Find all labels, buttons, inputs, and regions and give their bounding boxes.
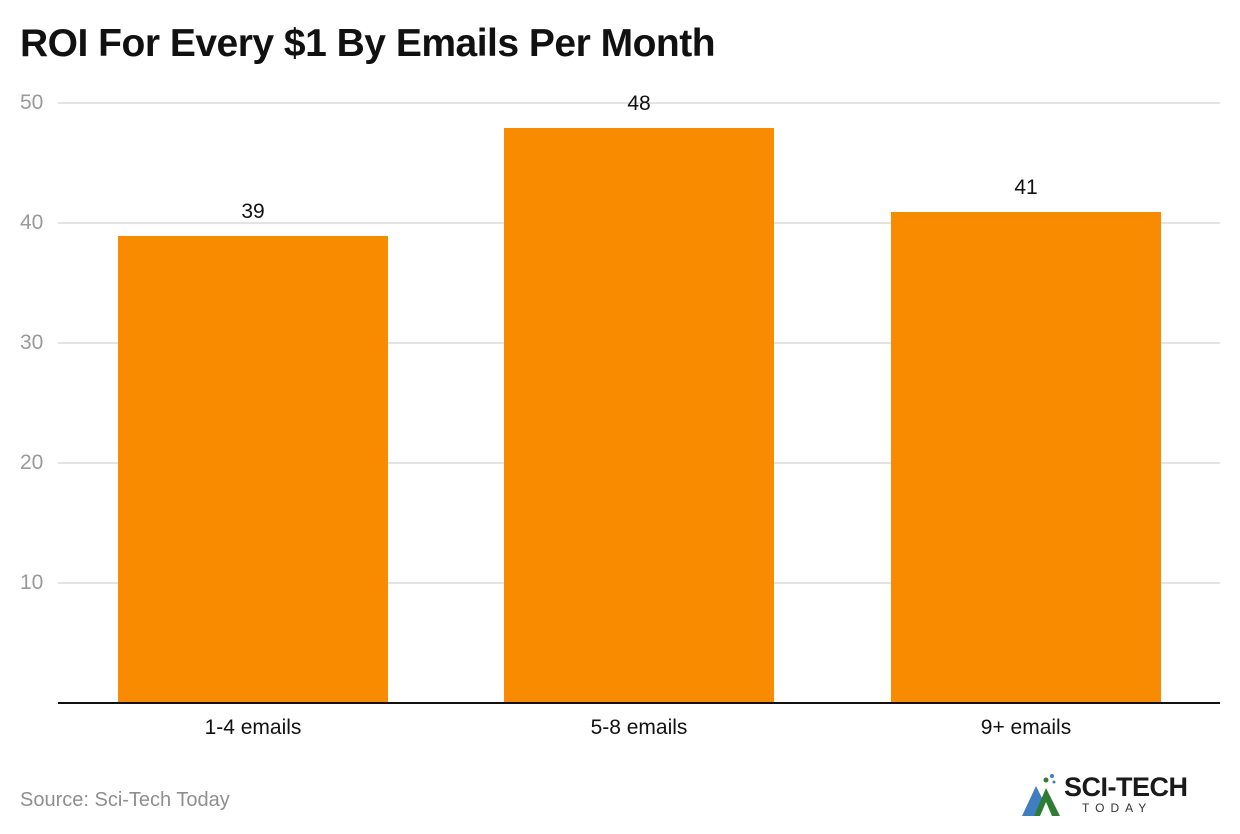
x-tick-label: 5-8 emails: [590, 716, 688, 739]
y-tick-label: 20: [20, 451, 44, 474]
data-label: 39: [241, 200, 265, 223]
bar-1-4-emails: [118, 236, 388, 703]
y-tick-label: 30: [20, 331, 44, 354]
logo-name: SCI-TECH: [1064, 772, 1188, 802]
data-label: 41: [1014, 176, 1038, 199]
logo-mark-icon: [1022, 774, 1060, 816]
chart-title: ROI For Every $1 By Emails Per Month: [20, 22, 716, 65]
y-tick-label: 40: [20, 211, 44, 234]
x-tick-label: 1-4 emails: [204, 716, 302, 739]
sci-tech-today-logo: SCI-TECH TODAY: [1020, 770, 1200, 820]
source-note: Source: Sci-Tech Today: [20, 789, 230, 811]
gridline-50: [58, 102, 1220, 104]
data-label: 48: [627, 92, 651, 115]
x-axis-line: [58, 702, 1220, 704]
y-tick-label: 50: [20, 91, 44, 114]
y-tick-label: 10: [20, 571, 44, 594]
bar-5-8-emails: [504, 128, 774, 703]
logo-subtitle: TODAY: [1082, 801, 1153, 815]
x-tick-label: 9+ emails: [980, 716, 1072, 739]
bar-9-plus-emails: [891, 212, 1161, 703]
